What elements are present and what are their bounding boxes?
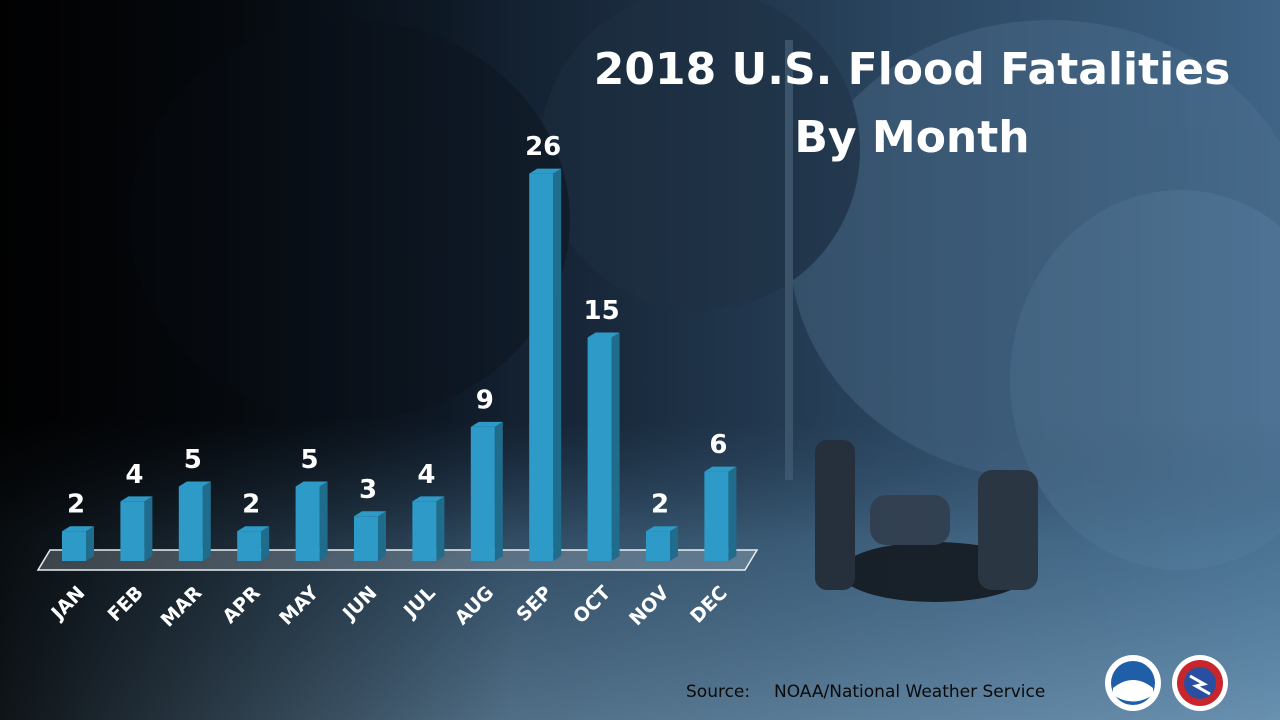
value-label: 26 [525, 132, 561, 162]
bar-side [144, 496, 153, 561]
bar [237, 526, 270, 561]
bar-front [646, 531, 670, 561]
bar-side [261, 526, 270, 561]
bar-front [120, 501, 145, 561]
bar-side [202, 481, 211, 561]
source-label: Source: [686, 682, 750, 702]
bar [62, 526, 94, 561]
bar-top [704, 466, 737, 472]
value-label: 5 [301, 445, 319, 475]
value-label: 4 [125, 460, 143, 490]
bar-front [295, 486, 320, 561]
bar-side [494, 421, 503, 561]
bar [354, 511, 386, 561]
bar [295, 481, 328, 561]
value-label: 9 [476, 385, 494, 415]
bar [470, 421, 503, 561]
bar-top [587, 332, 620, 338]
bar-top [120, 496, 153, 502]
bar-top [295, 481, 328, 487]
value-label: 2 [242, 490, 260, 520]
chart-subtitle: By Month [794, 112, 1029, 163]
source: NOAA/National Weather Service [774, 682, 1045, 702]
bar-side [728, 466, 737, 561]
bar-side [319, 481, 328, 561]
bar [178, 481, 211, 561]
chart-title: 2018 U.S. Flood Fatalities [594, 44, 1231, 95]
floor [36, 549, 759, 571]
bar [529, 168, 562, 561]
value-label: 2 [67, 490, 85, 520]
bar [704, 466, 737, 561]
bar-front [354, 516, 378, 561]
bar-top [412, 496, 445, 502]
logos [1105, 655, 1228, 711]
bar-front [704, 471, 729, 561]
bar-top [178, 481, 211, 487]
bar-front [412, 501, 437, 561]
bar-top [354, 511, 386, 517]
value-label: 15 [584, 296, 620, 326]
bar-top [529, 168, 562, 174]
bar-side [611, 332, 620, 561]
bar-front [587, 337, 612, 561]
bar [646, 526, 678, 561]
bar-top [646, 526, 678, 532]
bar-front [529, 173, 554, 561]
bar-front [62, 531, 86, 561]
bar-side [670, 526, 678, 561]
value-label: 6 [709, 430, 727, 460]
bar [120, 496, 153, 561]
value-label: 4 [417, 460, 435, 490]
bar-top [62, 526, 94, 532]
bar-top [237, 526, 270, 532]
value-label: 2 [651, 490, 669, 520]
bar-side [436, 496, 445, 561]
value-label: 5 [184, 445, 202, 475]
bar-front [237, 531, 262, 561]
bar-side [553, 168, 562, 561]
bar-side [378, 511, 386, 561]
bar-front [178, 486, 203, 561]
bar [412, 496, 445, 561]
bar-top [470, 421, 503, 427]
bar-side [86, 526, 94, 561]
bar [587, 332, 620, 561]
bar-front [470, 426, 495, 561]
value-label: 3 [359, 475, 377, 505]
